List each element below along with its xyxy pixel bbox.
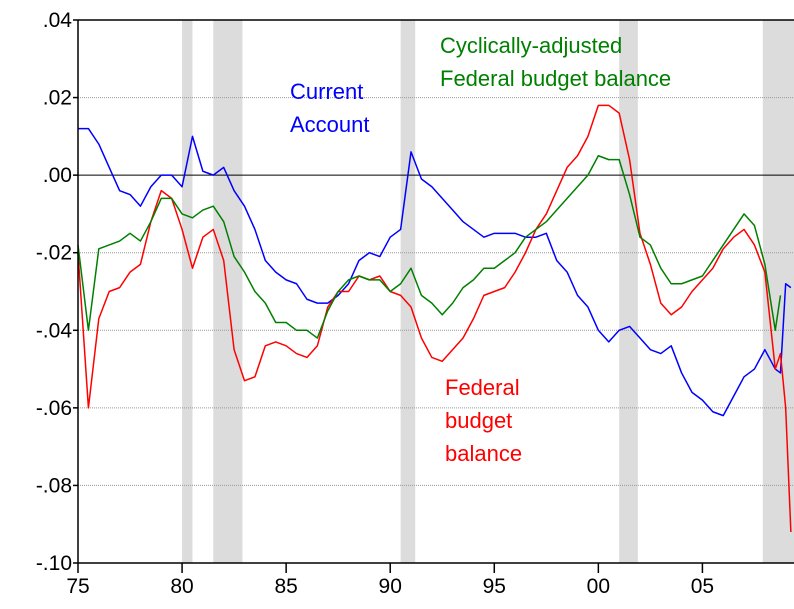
y-tick-label: -.08 — [36, 474, 72, 497]
series-line — [77, 104, 792, 533]
y-tick-label: .04 — [43, 9, 73, 32]
recession-band — [182, 20, 193, 563]
series-annotation: balance — [445, 441, 522, 466]
x-tick-label: 75 — [66, 575, 89, 598]
series-annotation: Cyclically-adjusted — [440, 33, 622, 58]
recession-band — [400, 20, 416, 563]
x-tick-label: 00 — [587, 575, 610, 598]
y-tick-label: -.02 — [36, 242, 72, 265]
y-tick-label: -.04 — [36, 319, 73, 342]
y-tick-label: -.10 — [36, 552, 72, 575]
x-tick-label: 05 — [691, 575, 714, 598]
series-line — [78, 127, 792, 417]
frame — [77, 19, 794, 564]
x-tick-label: 95 — [483, 575, 506, 598]
x-tick-label: 90 — [379, 575, 402, 598]
label-layer: -.10 -.08 -.06 -.04 -.02 .00 .02 .04 75 80 85 90 95 0… — [36, 9, 714, 598]
series-line — [77, 155, 782, 339]
series-annotation: Current — [290, 79, 363, 104]
shading-layer — [182, 20, 794, 563]
x-tick-label: 80 — [170, 575, 193, 598]
y-tick-label: .00 — [43, 164, 72, 187]
series-annotation: Federal — [445, 375, 520, 400]
x-tick-label: 85 — [274, 575, 297, 598]
series-annotation: Account — [290, 112, 370, 137]
y-tick-label: -.06 — [36, 397, 72, 420]
recession-band — [619, 20, 638, 563]
y-tick-label: .02 — [43, 87, 72, 110]
series-annotation: budget — [445, 408, 512, 433]
series-layer — [77, 104, 792, 533]
series-annotation: Federal budget balance — [440, 66, 671, 91]
grid-layer — [73, 19, 794, 573]
